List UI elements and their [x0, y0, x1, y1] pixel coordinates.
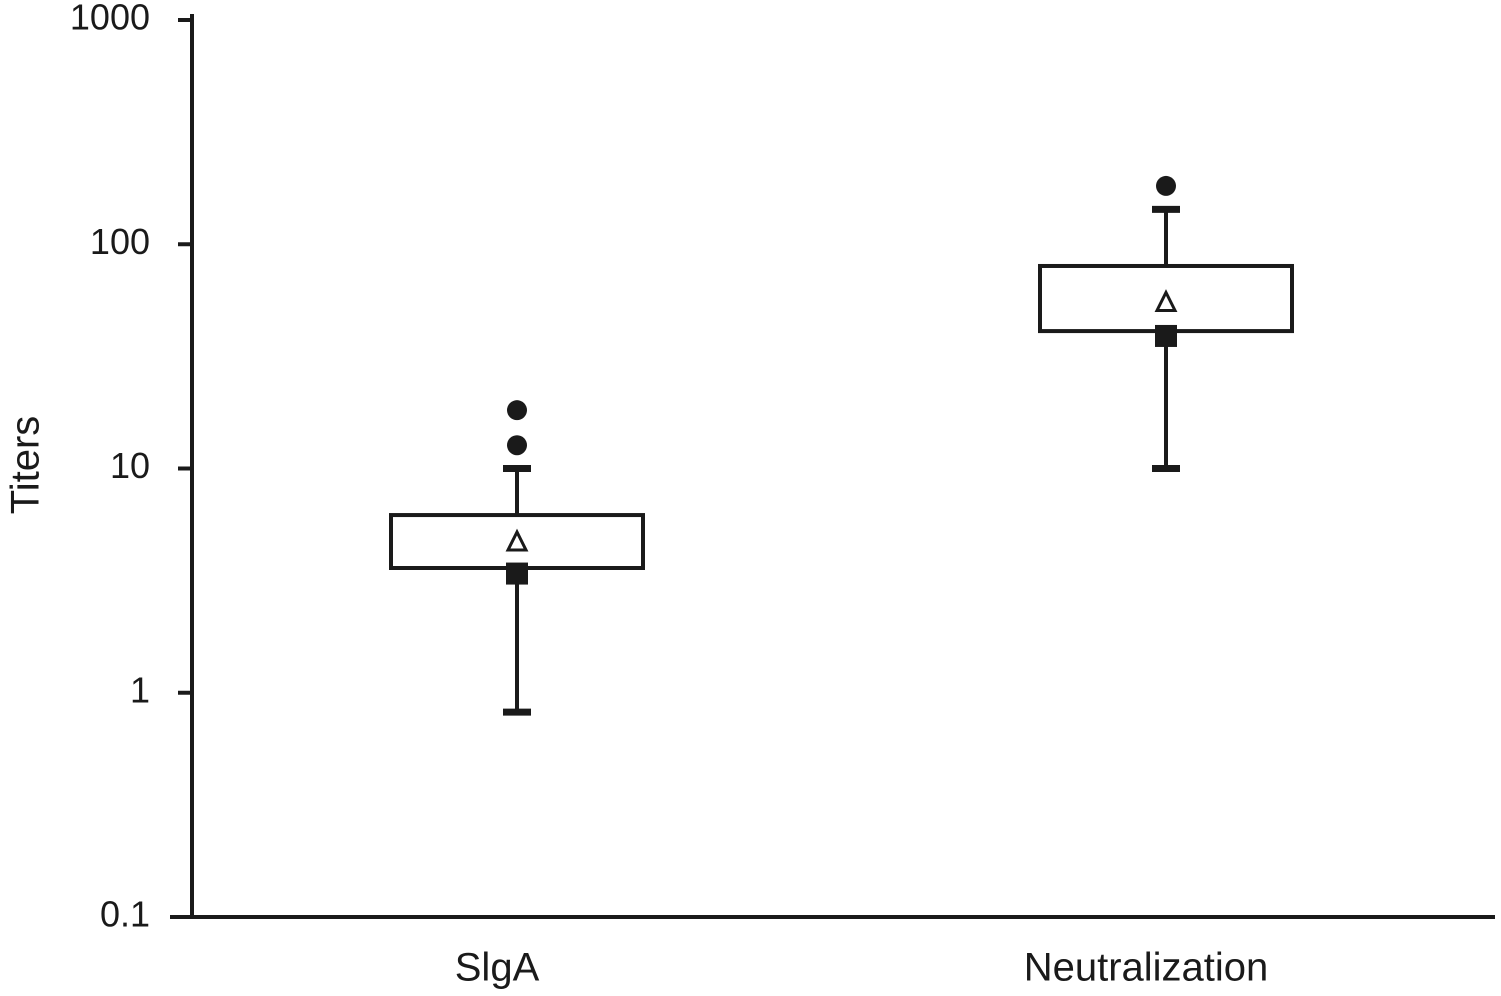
- y-tick-label: 1: [130, 669, 150, 710]
- outlier: [507, 400, 527, 421]
- y-tick-label: 10: [110, 445, 150, 486]
- mean-marker: [1154, 289, 1178, 312]
- outlier: [507, 435, 527, 456]
- x-tick-label: Neutralization: [1024, 946, 1269, 990]
- outlier: [1156, 175, 1176, 196]
- y-tick-label: 100: [90, 221, 150, 262]
- y-tick-label: 0.1: [100, 894, 150, 935]
- x-tick-label: SlgA: [455, 946, 540, 990]
- median-marker: [506, 562, 528, 585]
- y-axis-label: Titers: [4, 416, 48, 515]
- median-marker: [1155, 324, 1177, 347]
- y-tick-label: 1000: [70, 0, 150, 38]
- mean-marker: [505, 528, 529, 552]
